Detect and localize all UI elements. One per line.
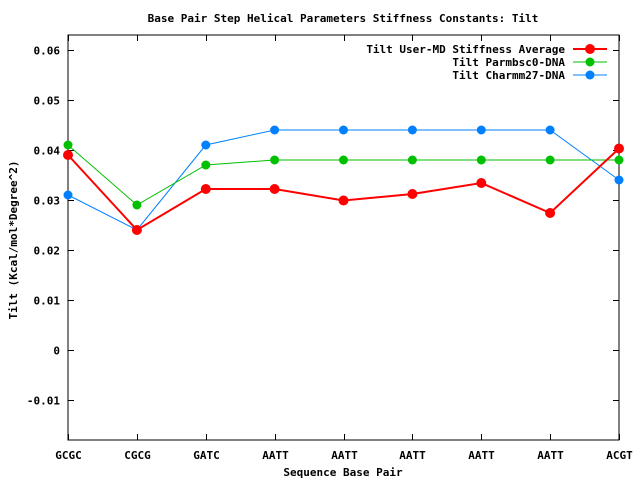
x-axis-label: Sequence Base Pair — [283, 466, 403, 479]
legend-label: Tilt Parmbsc0-DNA — [452, 56, 565, 69]
series-1 — [63, 143, 624, 235]
data-point — [476, 155, 486, 165]
y-tick-label: 0.05 — [34, 95, 61, 108]
x-tick-label: CGCG — [124, 449, 151, 462]
y-tick-label: 0.02 — [34, 245, 61, 258]
y-tick-label: 0.01 — [34, 295, 61, 308]
chart-title: Base Pair Step Helical Parameters Stiffn… — [148, 12, 539, 25]
data-point — [614, 175, 624, 185]
data-point — [270, 155, 280, 165]
data-point — [545, 125, 555, 135]
x-tick-label: GCGC — [55, 449, 82, 462]
data-point — [476, 125, 486, 135]
y-axis-ticks: -0.01 0 0.01 0.02 0.03 0.04 0.05 0.06 — [27, 45, 619, 408]
legend-marker — [585, 57, 595, 67]
data-point — [407, 155, 417, 165]
x-tick-label: ACGT — [606, 449, 633, 462]
data-point — [201, 160, 211, 170]
data-point — [407, 189, 418, 199]
data-point — [614, 143, 624, 154]
x-tick-label: AATT — [262, 449, 289, 462]
data-point — [407, 125, 417, 135]
data-point — [339, 155, 348, 165]
series-3 — [63, 125, 624, 235]
x-tick-label: AATT — [537, 449, 564, 462]
y-axis-label: Tilt (Kcal/mol*Degree^2) — [7, 161, 20, 320]
data-point — [63, 150, 73, 160]
y-tick-label: 0.03 — [34, 195, 61, 208]
legend-label: Tilt Charmm27-DNA — [452, 69, 565, 82]
plot-border — [67, 34, 620, 441]
legend-marker — [585, 44, 595, 54]
x-tick-label: GATC — [193, 449, 220, 462]
data-point — [269, 184, 280, 194]
data-point — [63, 190, 73, 200]
data-point — [132, 200, 142, 210]
y-tick-label: -0.01 — [27, 395, 60, 408]
x-tick-label: AATT — [468, 449, 495, 462]
y-tick-label: 0.04 — [34, 145, 61, 158]
legend-label: Tilt User-MD Stiffness Average — [366, 43, 565, 56]
data-point — [545, 208, 556, 218]
data-point — [200, 184, 211, 194]
x-tick-label: AATT — [331, 449, 358, 462]
y-tick-label: 0.06 — [34, 45, 61, 58]
data-point — [545, 155, 555, 165]
data-point — [339, 125, 348, 135]
data-point — [131, 225, 142, 235]
y-tick-label: 0 — [53, 345, 60, 358]
data-point — [201, 140, 211, 150]
legend-marker — [585, 70, 595, 80]
series-layer — [63, 125, 624, 235]
x-axis-ticks: GCGC CGCG GATC AATT AATT AATT AATT AATT ACGT — [55, 35, 633, 462]
data-point — [614, 155, 624, 165]
data-point — [63, 140, 73, 150]
series-line — [67, 129, 620, 231]
x-tick-label: AATT — [399, 449, 426, 462]
data-point — [338, 195, 349, 206]
plot-frame — [67, 34, 620, 441]
series-2 — [63, 140, 624, 210]
data-point — [476, 178, 487, 188]
data-point — [270, 125, 280, 135]
